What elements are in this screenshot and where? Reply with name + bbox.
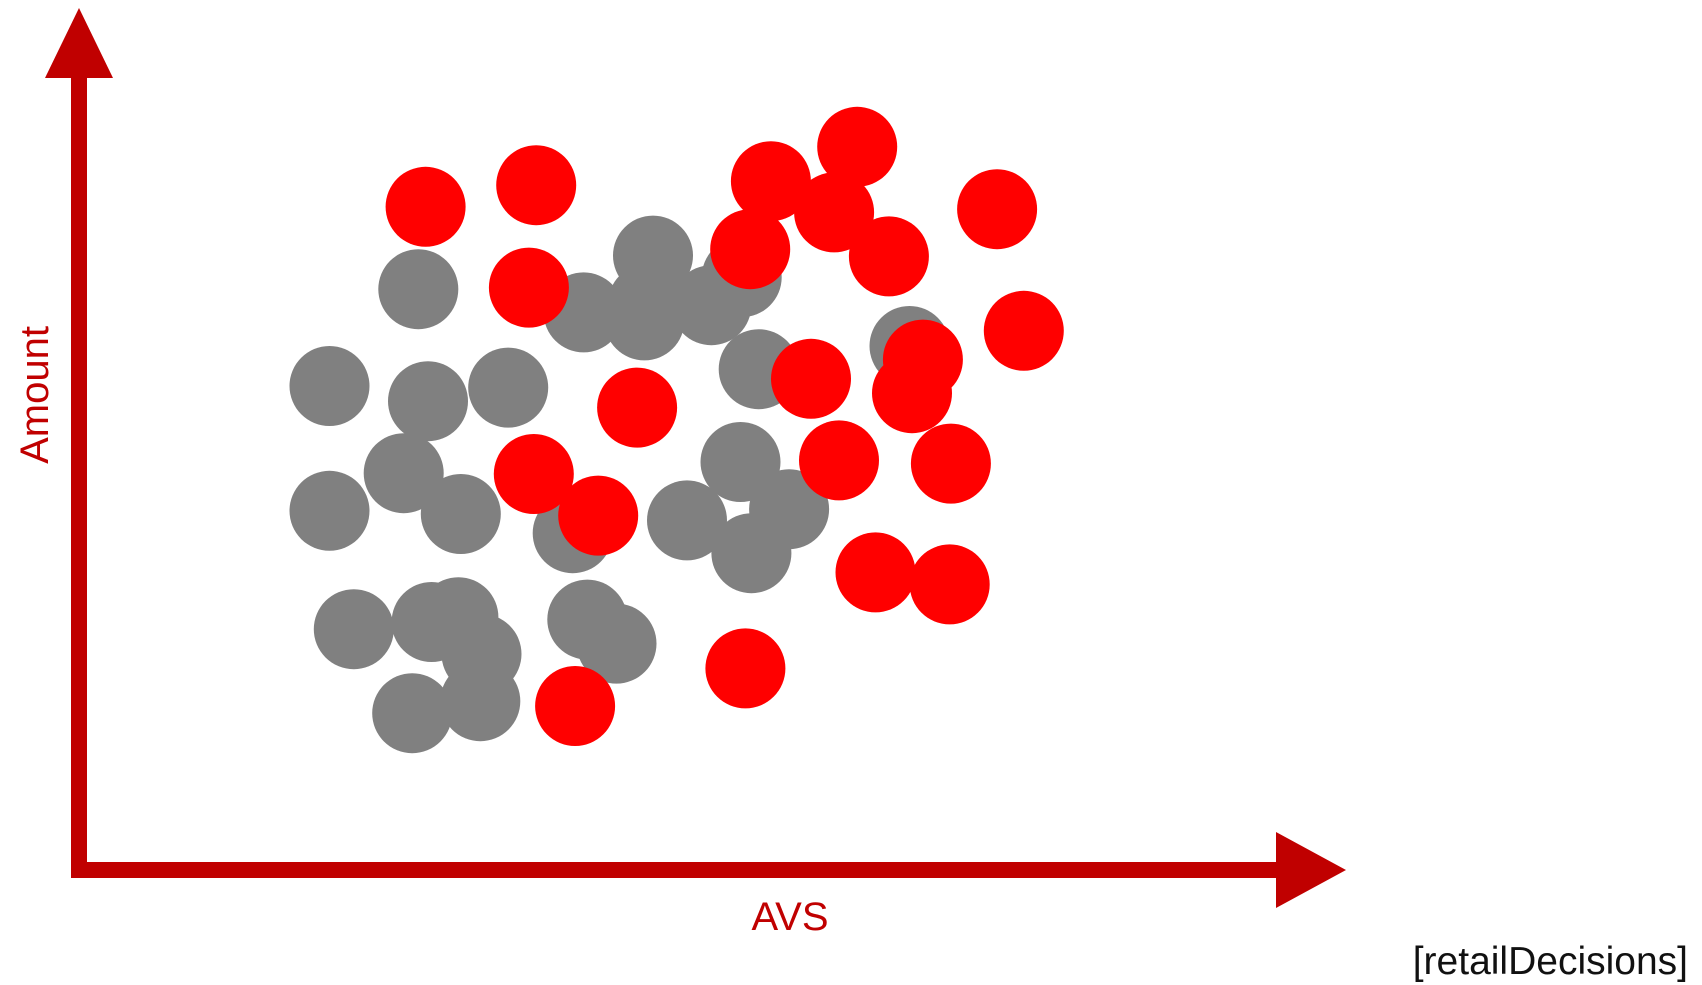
gray-point-2 [388, 361, 468, 442]
red-point-2 [488, 247, 569, 328]
red-point-14 [493, 434, 574, 514]
red-point-12 [872, 353, 952, 434]
gray-point-0 [378, 249, 459, 330]
red-point-13 [597, 367, 678, 448]
y-axis-line [71, 70, 87, 870]
red-point-7 [848, 216, 929, 297]
red-point-1 [496, 145, 577, 226]
red-point-15 [558, 475, 639, 556]
gray-point-18 [604, 280, 685, 361]
gray-point-3 [468, 347, 549, 428]
gray-point-1 [289, 346, 370, 426]
gray-point-5 [289, 470, 370, 551]
gray-point-6 [420, 474, 501, 554]
x-axis-line [71, 862, 1295, 878]
red-point-5 [817, 106, 898, 187]
red-point-9 [983, 290, 1064, 371]
red-point-6 [794, 172, 875, 253]
red-point-11 [771, 338, 851, 419]
gray-point-14 [576, 603, 657, 684]
gray-point-11 [372, 673, 453, 754]
red-point-4 [710, 209, 791, 290]
red-point-8 [957, 169, 1038, 250]
red-point-3 [730, 141, 811, 222]
y-axis-label: Amount [13, 326, 57, 464]
red-point-18 [835, 532, 916, 613]
red-point-0 [385, 166, 466, 247]
red-point-17 [910, 423, 991, 504]
data-points [289, 106, 1064, 754]
gray-point-12 [440, 661, 521, 742]
gray-point-7 [313, 589, 394, 670]
credit-label: [retailDecisions] [1412, 940, 1688, 983]
red-point-21 [535, 666, 616, 746]
gray-point-23 [647, 480, 727, 561]
x-axis-label: AVS [751, 895, 828, 939]
axes [45, 8, 1346, 908]
y-axis-arrowhead [45, 8, 113, 78]
red-point-20 [705, 628, 786, 709]
red-point-19 [909, 544, 990, 625]
gray-point-4 [363, 433, 444, 514]
gray-point-25 [749, 469, 830, 550]
x-axis-arrowhead [1276, 832, 1346, 908]
red-point-16 [799, 420, 879, 501]
